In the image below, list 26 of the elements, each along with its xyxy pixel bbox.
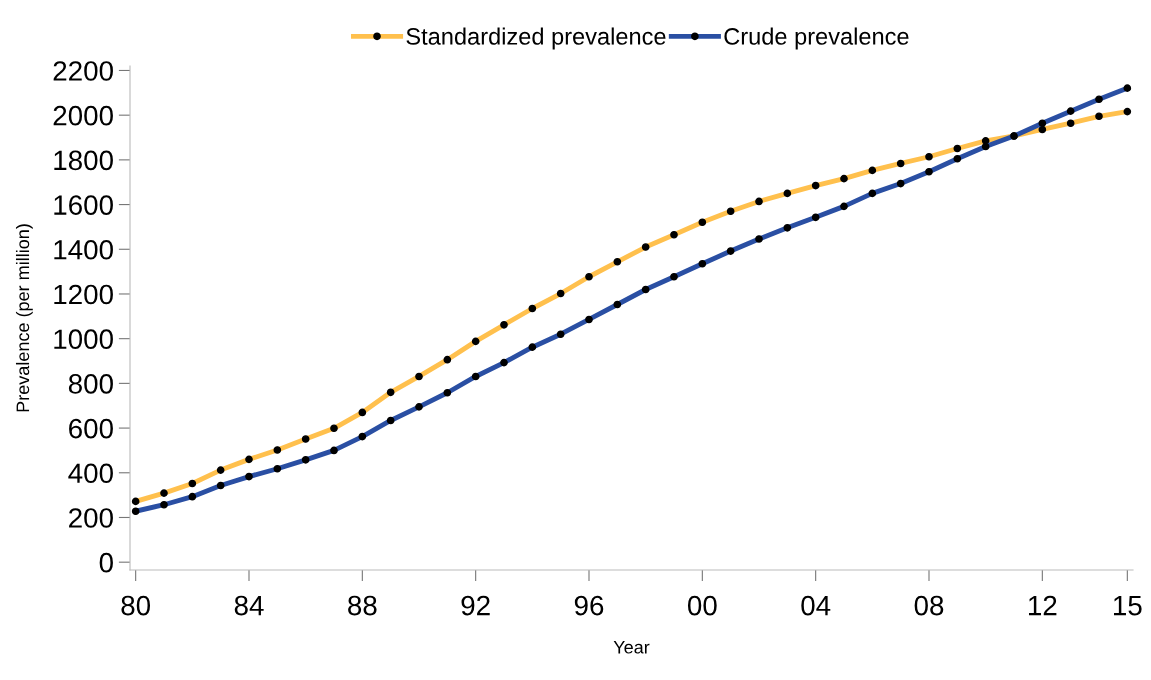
y-tick-label: 400 (68, 463, 113, 484)
x-tick-label: 88 (348, 595, 377, 616)
x-tick-label: 00 (687, 595, 717, 616)
legend-label: Standardized prevalence (406, 27, 666, 50)
y-tick-label: 1600 (54, 195, 113, 215)
x-tick-label: 12 (1029, 595, 1057, 616)
y-tick-label: 800 (68, 374, 113, 394)
y-tick-label: 600 (69, 418, 113, 439)
x-tick-label: 15 (1114, 596, 1142, 616)
y-tick-label: 1400 (54, 239, 113, 260)
y-tick-label: 2200 (53, 61, 113, 81)
y-axis-title: Prevalence (per million) (15, 224, 33, 412)
x-tick-label: 96 (574, 595, 604, 616)
x-axis-title: Year (613, 641, 650, 654)
y-tick-label: 2000 (53, 105, 113, 126)
x-tick-label: 84 (234, 595, 264, 616)
legend-label: Crude prevalence (724, 27, 909, 50)
x-tick-label: 08 (914, 595, 944, 616)
y-tick-label: 1800 (54, 150, 113, 171)
y-tick-label: 1200 (54, 284, 113, 305)
y-tick-label: 200 (69, 508, 113, 528)
y-tick-label: 1000 (54, 329, 113, 350)
x-tick-label: 80 (121, 595, 151, 616)
x-tick-label: 04 (801, 595, 831, 616)
x-tick-label: 92 (461, 595, 490, 616)
y-tick-label: 0 (99, 552, 113, 573)
